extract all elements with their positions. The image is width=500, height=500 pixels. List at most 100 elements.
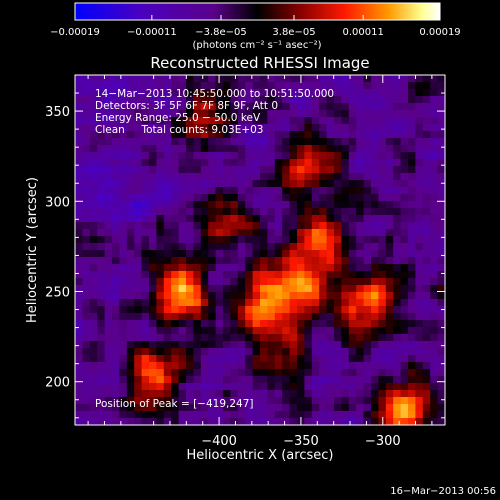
- colorbar-tick-label: −0.00019: [50, 27, 100, 38]
- heatmap-cell: [245, 376, 254, 384]
- heatmap-cell: [304, 376, 313, 384]
- heatmap-cell: [97, 110, 106, 118]
- heatmap-cell: [415, 194, 424, 202]
- heatmap-cell: [252, 313, 261, 321]
- heatmap-cell: [304, 152, 313, 160]
- heatmap-cell: [311, 201, 320, 209]
- heatmap-cell: [415, 257, 424, 265]
- heatmap-cell: [75, 362, 83, 370]
- heatmap-cell: [89, 180, 98, 188]
- heatmap-cell: [378, 243, 387, 251]
- heatmap-cell: [356, 222, 365, 230]
- heatmap-cell: [119, 180, 128, 188]
- heatmap-cell: [237, 285, 246, 293]
- heatmap-cell: [400, 278, 409, 286]
- heatmap-cell: [156, 404, 165, 412]
- heatmap-cell: [356, 411, 365, 419]
- heatmap-cell: [156, 257, 165, 265]
- heatmap-cell: [245, 138, 254, 146]
- heatmap-cell: [178, 390, 187, 398]
- heatmap-cell: [378, 180, 387, 188]
- heatmap-cell: [200, 362, 209, 370]
- heatmap-cell: [408, 194, 416, 202]
- heatmap-cell: [430, 292, 439, 300]
- heatmap-cell: [385, 390, 394, 398]
- heatmap-cell: [326, 229, 335, 237]
- heatmap-cell: [245, 82, 254, 90]
- heatmap-cell: [422, 180, 431, 188]
- heatmap-cell: [341, 82, 350, 90]
- heatmap-cell: [267, 82, 276, 90]
- heatmap-cell: [149, 257, 157, 265]
- heatmap-cell: [282, 348, 291, 356]
- heatmap-cell: [89, 215, 98, 223]
- heatmap-cell: [400, 173, 409, 181]
- heatmap-cell: [171, 376, 180, 384]
- heatmap-cell: [274, 278, 283, 286]
- heatmap-cell: [223, 243, 231, 251]
- heatmap-cell: [230, 285, 239, 293]
- heatmap-cell: [400, 313, 409, 321]
- heatmap-cell: [178, 173, 187, 181]
- heatmap-cell: [267, 159, 276, 167]
- detectors-label: Detectors: 3F 5F 6F 7F 8F 9F, Att 0: [95, 100, 278, 112]
- heatmap-cell: [289, 89, 298, 97]
- heatmap-cell: [348, 208, 357, 216]
- heatmap-cell: [141, 397, 150, 405]
- heatmap-cell: [163, 173, 172, 181]
- heatmap-cell: [393, 390, 402, 398]
- heatmap-cell: [363, 383, 372, 391]
- heatmap-cell: [141, 383, 150, 391]
- heatmap-cell: [200, 138, 209, 146]
- heatmap-cell: [171, 103, 180, 111]
- heatmap-cell: [282, 292, 291, 300]
- heatmap-cell: [134, 138, 143, 146]
- heatmap-cell: [393, 229, 402, 237]
- heatmap-cell: [134, 320, 143, 328]
- heatmap-cell: [178, 75, 187, 83]
- heatmap-cell: [297, 327, 305, 335]
- heatmap-cell: [267, 285, 276, 293]
- heatmap-cell: [282, 411, 291, 419]
- heatmap-cell: [149, 75, 157, 83]
- heatmap-cell: [430, 376, 439, 384]
- heatmap-cell: [422, 334, 431, 342]
- heatmap-cell: [200, 82, 209, 90]
- heatmap-cell: [282, 383, 291, 391]
- heatmap-cell: [245, 236, 254, 244]
- heatmap-cell: [97, 117, 106, 125]
- y-tick-label: 250: [45, 285, 70, 300]
- heatmap-cell: [415, 138, 424, 146]
- heatmap-cell: [341, 369, 350, 377]
- heatmap-cell: [378, 229, 387, 237]
- heatmap-cell: [415, 250, 424, 258]
- heatmap-cell: [319, 131, 328, 139]
- heatmap-cell: [348, 313, 357, 321]
- heatmap-cell: [289, 327, 298, 335]
- heatmap-cell: [356, 341, 365, 349]
- heatmap-cell: [348, 222, 357, 230]
- heatmap-cell: [408, 348, 416, 356]
- heatmap-cell: [363, 152, 372, 160]
- heatmap-cell: [134, 222, 143, 230]
- heatmap-cell: [356, 404, 365, 412]
- heatmap-cell: [297, 166, 305, 174]
- heatmap-cell: [341, 96, 350, 104]
- heatmap-cell: [171, 117, 180, 125]
- heatmap-cell: [326, 243, 335, 251]
- heatmap-cell: [356, 383, 365, 391]
- heatmap-cell: [267, 306, 276, 314]
- heatmap-cell: [304, 285, 313, 293]
- heatmap-cell: [134, 383, 143, 391]
- heatmap-cell: [134, 404, 143, 412]
- heatmap-cell: [89, 292, 98, 300]
- heatmap-cell: [415, 82, 424, 90]
- heatmap-cell: [252, 250, 261, 258]
- heatmap-cell: [400, 89, 409, 97]
- heatmap-cell: [422, 229, 431, 237]
- heatmap-cell: [200, 117, 209, 125]
- heatmap-cell: [260, 208, 268, 216]
- heatmap-cell: [230, 166, 239, 174]
- heatmap-cell: [356, 138, 365, 146]
- heatmap-cell: [289, 257, 298, 265]
